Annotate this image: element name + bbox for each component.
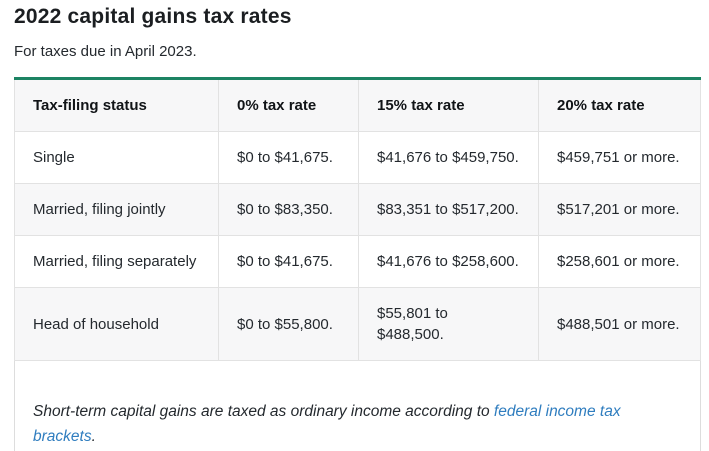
table-cell: $488,501 or more. [538, 287, 701, 361]
footnote: Short-term capital gains are taxed as or… [14, 360, 701, 451]
footnote-row: Short-term capital gains are taxed as or… [14, 360, 701, 451]
footnote-text-before: Short-term capital gains are taxed as or… [33, 403, 494, 420]
column-header-filing-status: Tax-filing status [14, 78, 219, 132]
table-cell: $83,351 to $517,200. [358, 183, 539, 236]
table-cell: $55,801 to $488,500. [358, 287, 539, 361]
table-cell: $41,676 to $459,750. [358, 131, 539, 184]
table-row-head-of-household: Head of household $0 to $55,800. $55,801… [14, 287, 701, 361]
table-cell: $0 to $83,350. [218, 183, 359, 236]
table-cell: $258,601 or more. [538, 235, 701, 288]
table-cell: Married, filing jointly [14, 183, 219, 236]
footnote-link[interactable]: federal income tax brackets [33, 403, 621, 445]
column-header-0-rate: 0% tax rate [218, 78, 359, 132]
table-cell: Head of household [14, 287, 219, 361]
table-cell: $459,751 or more. [538, 131, 701, 184]
page-title: 2022 capital gains tax rates [14, 5, 292, 28]
header-row: Tax-filing status 0% tax rate 15% tax ra… [14, 78, 701, 132]
table-cell: $0 to $41,675. [218, 131, 359, 184]
table-row-married-separately: Married, filing separately $0 to $41,675… [14, 235, 701, 288]
table-row-single: Single $0 to $41,675. $41,676 to $459,75… [14, 131, 701, 184]
table-cell: $0 to $55,800. [218, 287, 359, 361]
table-cell: Single [14, 131, 219, 184]
column-header-15-rate: 15% tax rate [358, 78, 539, 132]
table-cell: Married, filing separately [14, 235, 219, 288]
table-cell: $517,201 or more. [538, 183, 701, 236]
table-cell: $41,676 to $258,600. [358, 235, 539, 288]
footnote-text-after: . [91, 428, 96, 445]
page-subtitle: For taxes due in April 2023. [14, 43, 197, 60]
table-cell: $0 to $41,675. [218, 235, 359, 288]
column-header-20-rate: 20% tax rate [538, 78, 701, 132]
table-row-married-jointly: Married, filing jointly $0 to $83,350. $… [14, 183, 701, 236]
capital-gains-table: Tax-filing status 0% tax rate 15% tax ra… [14, 77, 701, 451]
